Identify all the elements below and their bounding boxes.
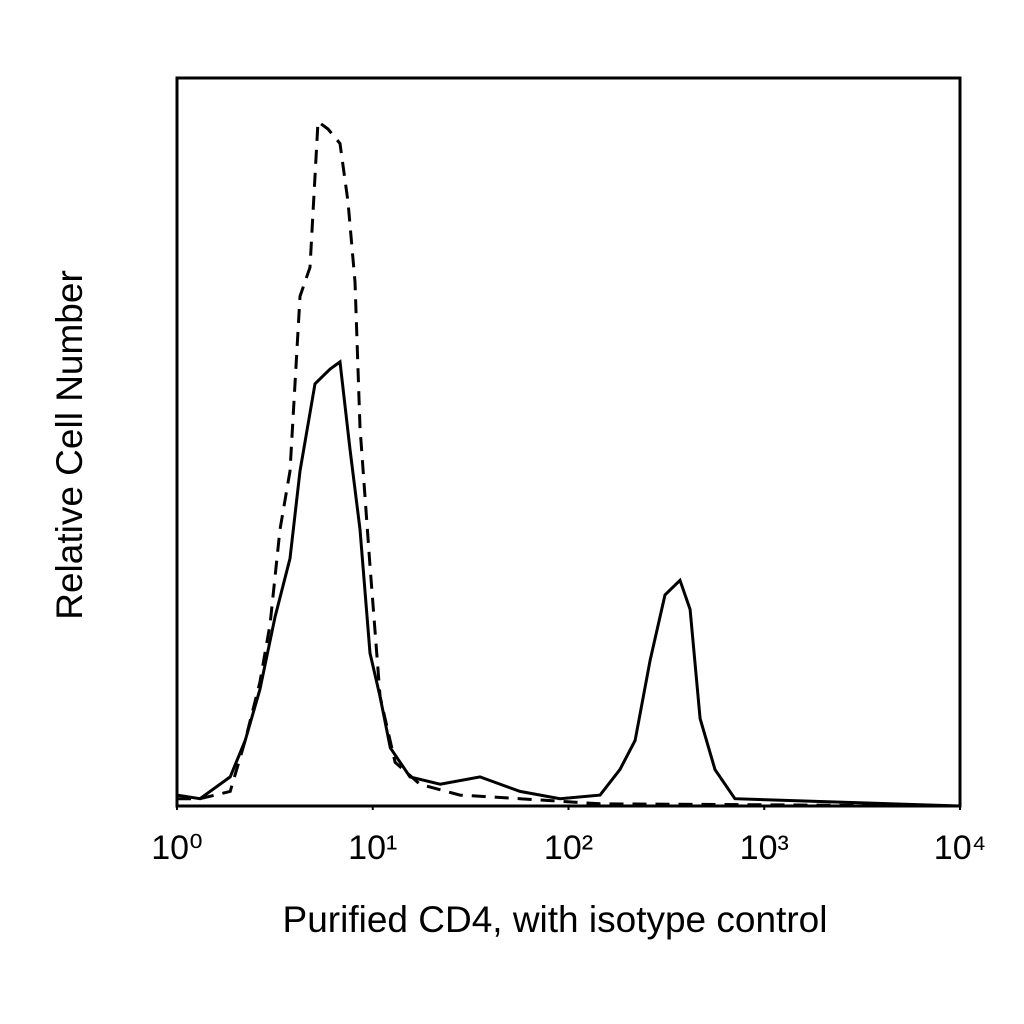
y-axis-label: Relative Cell Number bbox=[49, 270, 90, 620]
x-tick-label: 10⁴ bbox=[934, 829, 986, 867]
histogram-line bbox=[177, 118, 961, 808]
histogram-line bbox=[176, 359, 961, 808]
x-tick-label: 10² bbox=[544, 829, 593, 867]
x-tick-label: 10³ bbox=[740, 829, 789, 867]
plot-frame bbox=[175, 76, 962, 808]
x-tick-label: 10¹ bbox=[348, 829, 397, 867]
x-axis-label: Purified CD4, with isotype control bbox=[283, 899, 828, 940]
x-tick-label: 10⁰ bbox=[151, 829, 202, 867]
